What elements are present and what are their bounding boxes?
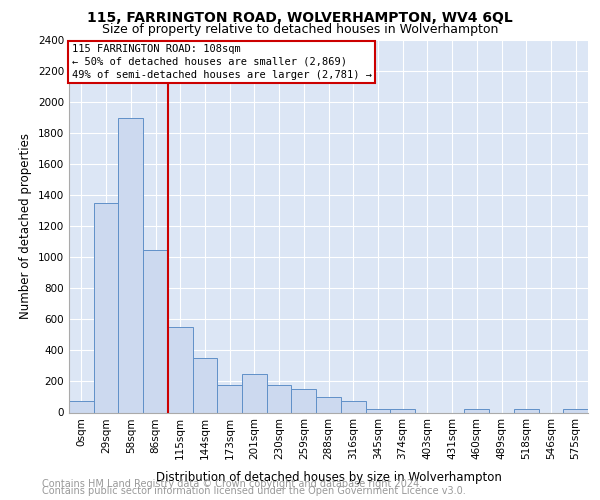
- Bar: [69, 401, 94, 412]
- Bar: [267, 386, 292, 412]
- Bar: [94, 203, 118, 412]
- Y-axis label: Number of detached properties: Number of detached properties: [19, 133, 32, 320]
- Bar: [514, 408, 539, 412]
- Text: Contains public sector information licensed under the Open Government Licence v3: Contains public sector information licen…: [42, 486, 466, 496]
- Bar: [217, 386, 242, 412]
- Text: 115 FARRINGTON ROAD: 108sqm
← 50% of detached houses are smaller (2,869)
49% of : 115 FARRINGTON ROAD: 108sqm ← 50% of det…: [71, 44, 371, 80]
- Bar: [390, 408, 415, 412]
- Bar: [292, 389, 316, 412]
- Bar: [193, 358, 217, 412]
- Text: Contains HM Land Registry data © Crown copyright and database right 2024.: Contains HM Land Registry data © Crown c…: [42, 479, 422, 489]
- Bar: [464, 408, 489, 412]
- Bar: [168, 327, 193, 412]
- Bar: [365, 408, 390, 412]
- Bar: [563, 408, 588, 412]
- Bar: [341, 401, 365, 412]
- X-axis label: Distribution of detached houses by size in Wolverhampton: Distribution of detached houses by size …: [155, 470, 502, 484]
- Bar: [118, 118, 143, 412]
- Bar: [316, 397, 341, 412]
- Bar: [242, 374, 267, 412]
- Text: Size of property relative to detached houses in Wolverhampton: Size of property relative to detached ho…: [102, 22, 498, 36]
- Bar: [143, 250, 168, 412]
- Text: 115, FARRINGTON ROAD, WOLVERHAMPTON, WV4 6QL: 115, FARRINGTON ROAD, WOLVERHAMPTON, WV4…: [87, 11, 513, 25]
